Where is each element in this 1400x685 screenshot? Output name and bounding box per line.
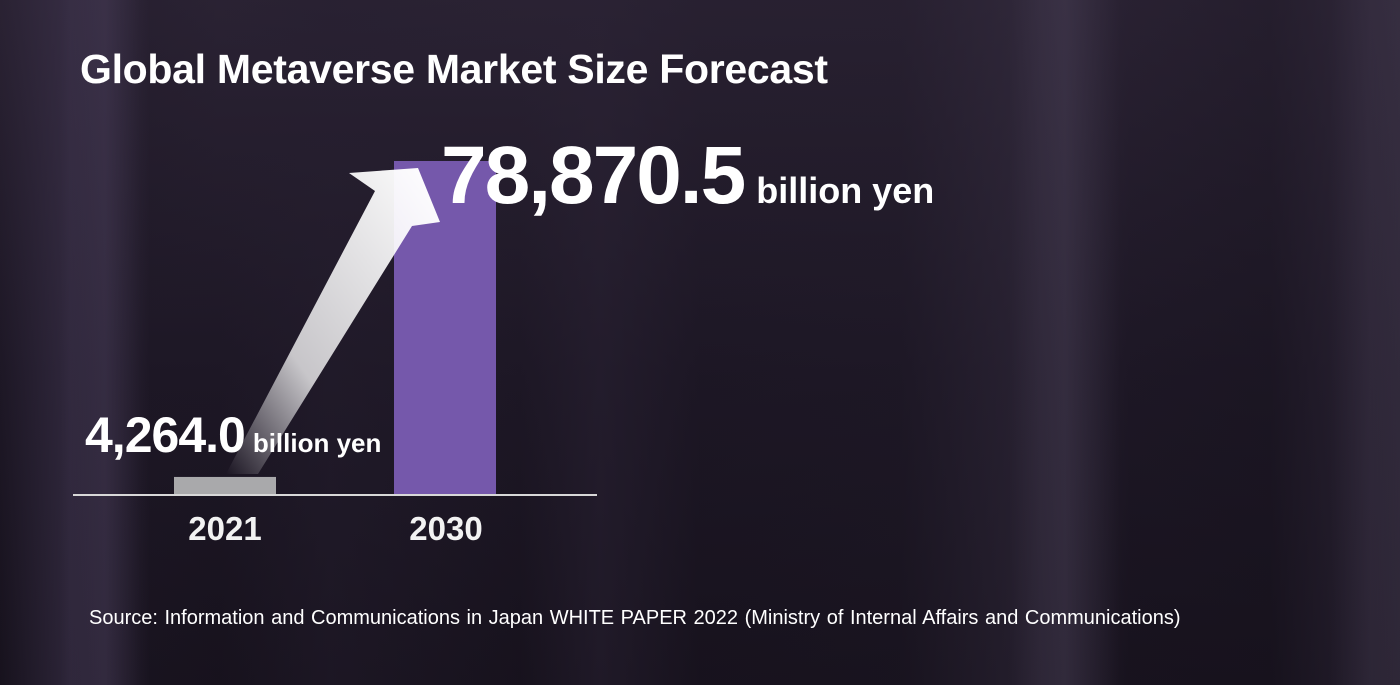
source-note: Source: Information and Communications i…	[89, 607, 1181, 629]
data-label-2030: 78,870.5 billion yen	[441, 130, 934, 221]
background-pillar	[60, 0, 150, 685]
growth-arrow	[226, 168, 440, 474]
data-label-2021: 4,264.0 billion yen	[85, 407, 381, 463]
x-tick-label: 2021	[188, 510, 261, 547]
bar-2021	[174, 476, 276, 495]
chart-title: Global Metaverse Market Size Forecast	[80, 46, 828, 92]
background-pillar	[1330, 0, 1400, 685]
background-pillar	[1010, 0, 1120, 685]
x-tick-label: 2030	[409, 510, 482, 547]
